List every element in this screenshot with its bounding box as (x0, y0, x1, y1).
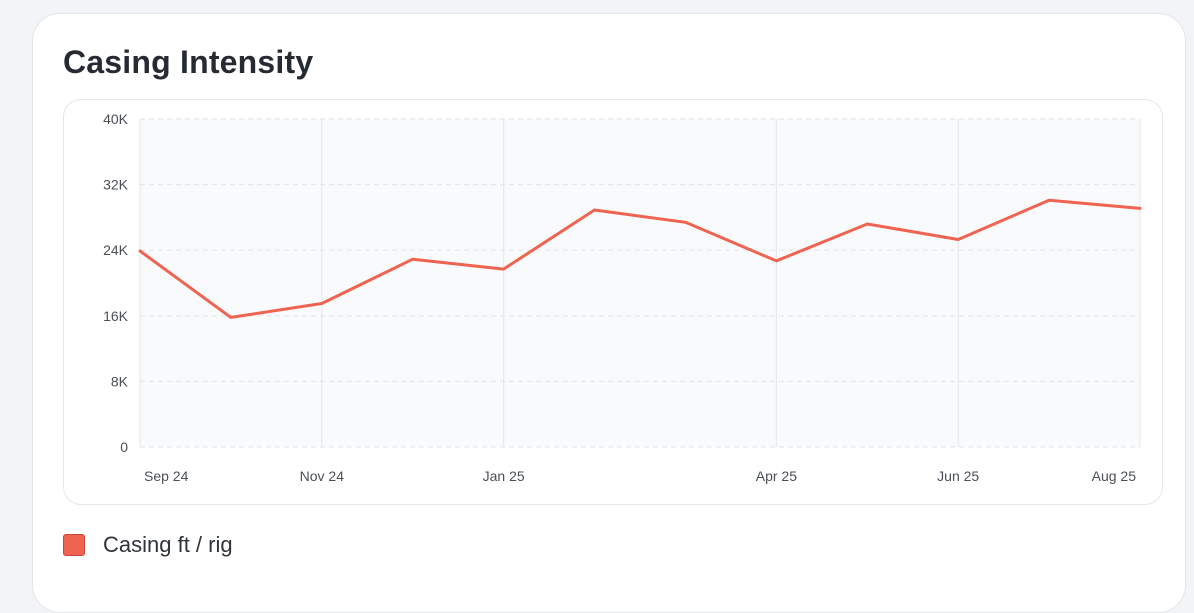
data-point[interactable] (772, 257, 780, 265)
y-axis-ticks: 0 8K 16K 24K 32K 40K (103, 111, 129, 455)
y-tick-label: 8K (111, 373, 129, 389)
y-tick-label: 40K (103, 111, 129, 127)
y-tick-label: 16K (103, 308, 129, 324)
plot-panel: 0 8K 16K 24K 32K 40K Sep 24 Nov 24 Jan 25 Apr 25… (63, 99, 1163, 505)
x-tick-label: Sep 24 (144, 468, 189, 484)
data-point[interactable] (681, 218, 689, 226)
legend-label[interactable]: Casing ft / rig (103, 532, 233, 557)
series-layer (136, 196, 1144, 321)
x-tick-label: Nov 24 (300, 468, 345, 484)
y-tick-label: 0 (120, 439, 128, 455)
data-point[interactable] (1136, 204, 1144, 212)
data-point[interactable] (863, 220, 871, 228)
y-tick-label: 24K (103, 242, 129, 258)
x-tick-label: Apr 25 (756, 468, 797, 484)
legend-swatch[interactable] (63, 534, 85, 556)
grid-layer (139, 118, 1141, 448)
data-point[interactable] (591, 206, 599, 214)
line-chart: 0 8K 16K 24K 32K 40K Sep 24 Nov 24 Jan 25 Apr 25… (103, 111, 1144, 484)
x-axis-ticks: Sep 24 Nov 24 Jan 25 Apr 25 Jun 25 Aug 25 (144, 468, 1136, 484)
chart-card: Casing Intensity 0 8K 16K 24K 32K 40K Sep 24 N… (32, 13, 1186, 613)
data-point[interactable] (227, 313, 235, 321)
plot-area-background (140, 119, 1140, 447)
series-line[interactable] (138, 198, 1142, 319)
data-point[interactable] (500, 265, 508, 273)
data-point[interactable] (954, 236, 962, 244)
legend: Casing ft / rig (63, 532, 233, 558)
x-tick-label: Aug 25 (1092, 468, 1137, 484)
data-point[interactable] (409, 255, 417, 263)
data-point[interactable] (136, 247, 144, 255)
x-tick-label: Jun 25 (937, 468, 979, 484)
y-tick-label: 32K (103, 177, 129, 193)
data-point[interactable] (318, 300, 326, 308)
data-point[interactable] (1045, 196, 1053, 204)
x-tick-label: Jan 25 (483, 468, 525, 484)
chart-title: Casing Intensity (63, 44, 314, 80)
